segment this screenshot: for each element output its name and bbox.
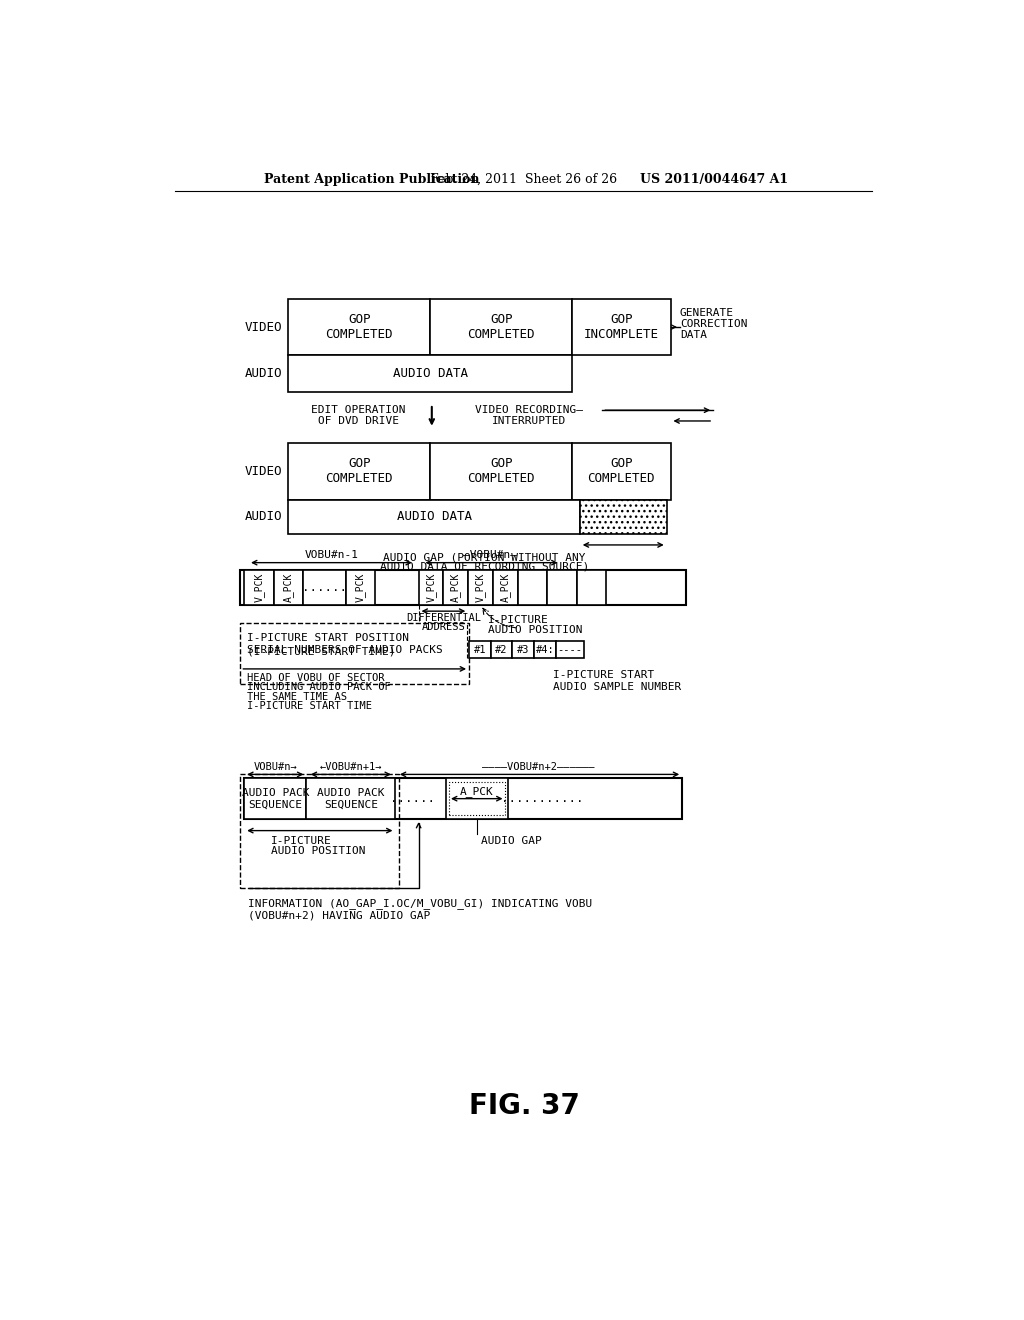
Bar — [493, 570, 518, 605]
Bar — [419, 570, 443, 605]
Bar — [490, 642, 512, 659]
Bar — [556, 642, 584, 659]
Text: I-PICTURE: I-PICTURE — [271, 836, 332, 846]
Bar — [346, 570, 375, 605]
Text: HEAD OF VOBU OF SECTOR: HEAD OF VOBU OF SECTOR — [247, 673, 384, 684]
Text: INTERRUPTED: INTERRUPTED — [492, 416, 566, 426]
Text: AUDIO DATA OF RECORDING SOURCE): AUDIO DATA OF RECORDING SOURCE) — [380, 561, 589, 572]
Text: AUDIO: AUDIO — [245, 511, 283, 523]
Text: VOBU#n→: VOBU#n→ — [253, 762, 297, 772]
Bar — [468, 570, 493, 605]
Text: ←VOBU#n+1→: ←VOBU#n+1→ — [319, 762, 382, 772]
Text: #2: #2 — [496, 644, 508, 655]
Text: DIFFERENTIAL: DIFFERENTIAL — [406, 612, 481, 623]
Text: VIDEO RECORDING—: VIDEO RECORDING— — [475, 405, 583, 416]
Text: V_PCK: V_PCK — [254, 573, 264, 602]
Text: DATA: DATA — [680, 330, 707, 339]
Text: VOBU#n-1: VOBU#n-1 — [304, 550, 358, 560]
Text: A_PCK: A_PCK — [500, 573, 511, 602]
Text: AUDIO POSITION: AUDIO POSITION — [271, 846, 366, 855]
Bar — [273, 570, 303, 605]
Text: AUDIO PACK
SEQUENCE: AUDIO PACK SEQUENCE — [317, 788, 385, 809]
Text: ......: ...... — [302, 581, 347, 594]
Bar — [306, 779, 395, 818]
Text: (VOBU#n+2) HAVING AUDIO GAP: (VOBU#n+2) HAVING AUDIO GAP — [248, 911, 430, 920]
Text: #3: #3 — [517, 644, 529, 655]
Text: I-PICTURE START TIME: I-PICTURE START TIME — [247, 701, 372, 711]
Bar — [430, 300, 572, 355]
Text: VIDEO: VIDEO — [245, 321, 283, 334]
Bar — [289, 499, 580, 535]
Text: AUDIO PACK
SEQUENCE: AUDIO PACK SEQUENCE — [242, 788, 309, 809]
Text: GOP
COMPLETED: GOP COMPLETED — [467, 313, 535, 341]
Text: V_PCK: V_PCK — [426, 573, 436, 602]
Bar — [241, 623, 469, 684]
Text: GOP
COMPLETED: GOP COMPLETED — [326, 458, 393, 486]
Bar — [289, 300, 430, 355]
Text: AUDIO: AUDIO — [245, 367, 283, 380]
Text: INFORMATION (AO_GAP_I.OC/M_VOBU_GI) INDICATING VOBU: INFORMATION (AO_GAP_I.OC/M_VOBU_GI) INDI… — [248, 899, 592, 909]
Bar — [241, 570, 686, 605]
Text: VIDEO: VIDEO — [245, 465, 283, 478]
Text: AUDIO GAP (PORTION WITHOUT ANY: AUDIO GAP (PORTION WITHOUT ANY — [383, 552, 586, 562]
Text: CORRECTION: CORRECTION — [680, 319, 748, 329]
Text: AUDIO DATA: AUDIO DATA — [393, 367, 468, 380]
Bar — [512, 642, 535, 659]
Text: A_PCK: A_PCK — [460, 787, 494, 797]
Text: AUDIO GAP: AUDIO GAP — [480, 836, 542, 846]
Text: GOP
COMPLETED: GOP COMPLETED — [326, 313, 393, 341]
Text: V_PCK: V_PCK — [355, 573, 366, 602]
Text: ...........: ........... — [502, 792, 584, 805]
Text: EDIT OPERATION: EDIT OPERATION — [311, 405, 406, 416]
Bar — [289, 355, 572, 392]
Text: V_PCK: V_PCK — [475, 573, 486, 602]
Bar — [469, 642, 490, 659]
Bar — [245, 779, 306, 818]
Text: —VOBU#n—: —VOBU#n— — [463, 550, 516, 560]
Bar — [289, 444, 430, 499]
Text: GOP
INCOMPLETE: GOP INCOMPLETE — [584, 313, 658, 341]
Text: US 2011/0044647 A1: US 2011/0044647 A1 — [640, 173, 787, 186]
Text: THE SAME TIME AS: THE SAME TIME AS — [247, 692, 346, 702]
Bar — [245, 779, 682, 818]
Text: I-PICTURE START
AUDIO SAMPLE NUMBER: I-PICTURE START AUDIO SAMPLE NUMBER — [554, 671, 682, 692]
Bar — [547, 570, 577, 605]
Bar — [449, 781, 505, 816]
Text: ......: ...... — [390, 792, 435, 805]
Text: OF DVD DRIVE: OF DVD DRIVE — [317, 416, 398, 426]
Text: #1: #1 — [473, 644, 486, 655]
Text: I-PICTURE: I-PICTURE — [487, 615, 548, 626]
Bar — [443, 570, 468, 605]
Bar — [518, 570, 547, 605]
Text: GENERATE: GENERATE — [680, 308, 734, 318]
Bar — [572, 300, 671, 355]
Bar — [303, 570, 346, 605]
Text: Feb. 24, 2011  Sheet 26 of 26: Feb. 24, 2011 Sheet 26 of 26 — [430, 173, 617, 186]
Bar — [572, 444, 671, 499]
Text: AUDIO POSITION: AUDIO POSITION — [487, 626, 582, 635]
Bar — [430, 444, 572, 499]
Text: INCLUDING AUDIO PACK OF: INCLUDING AUDIO PACK OF — [247, 682, 390, 693]
Text: GOP
COMPLETED: GOP COMPLETED — [467, 458, 535, 486]
Text: ----: ---- — [557, 644, 583, 655]
Text: (I-PICTURE START TIME): (I-PICTURE START TIME) — [247, 647, 395, 657]
Text: I-PICTURE START POSITION: I-PICTURE START POSITION — [247, 634, 409, 643]
Text: FIG. 37: FIG. 37 — [469, 1092, 581, 1119]
Text: A_PCK: A_PCK — [283, 573, 294, 602]
Bar — [577, 570, 606, 605]
Text: ————VOBU#n+2——————: ————VOBU#n+2—————— — [482, 762, 595, 772]
Text: AUDIO DATA: AUDIO DATA — [396, 511, 472, 523]
Text: GOP
COMPLETED: GOP COMPLETED — [588, 458, 655, 486]
Text: Patent Application Publication: Patent Application Publication — [263, 173, 479, 186]
Text: A_PCK: A_PCK — [451, 573, 461, 602]
Bar — [580, 499, 667, 535]
Bar — [245, 570, 273, 605]
Text: SERIAL NUMBERS OF AUDIO PACKS: SERIAL NUMBERS OF AUDIO PACKS — [247, 644, 442, 655]
Text: ADDRESS: ADDRESS — [422, 622, 465, 631]
Bar — [241, 775, 399, 888]
Bar — [445, 779, 508, 818]
Text: #4:: #4: — [536, 644, 554, 655]
Bar — [535, 642, 556, 659]
